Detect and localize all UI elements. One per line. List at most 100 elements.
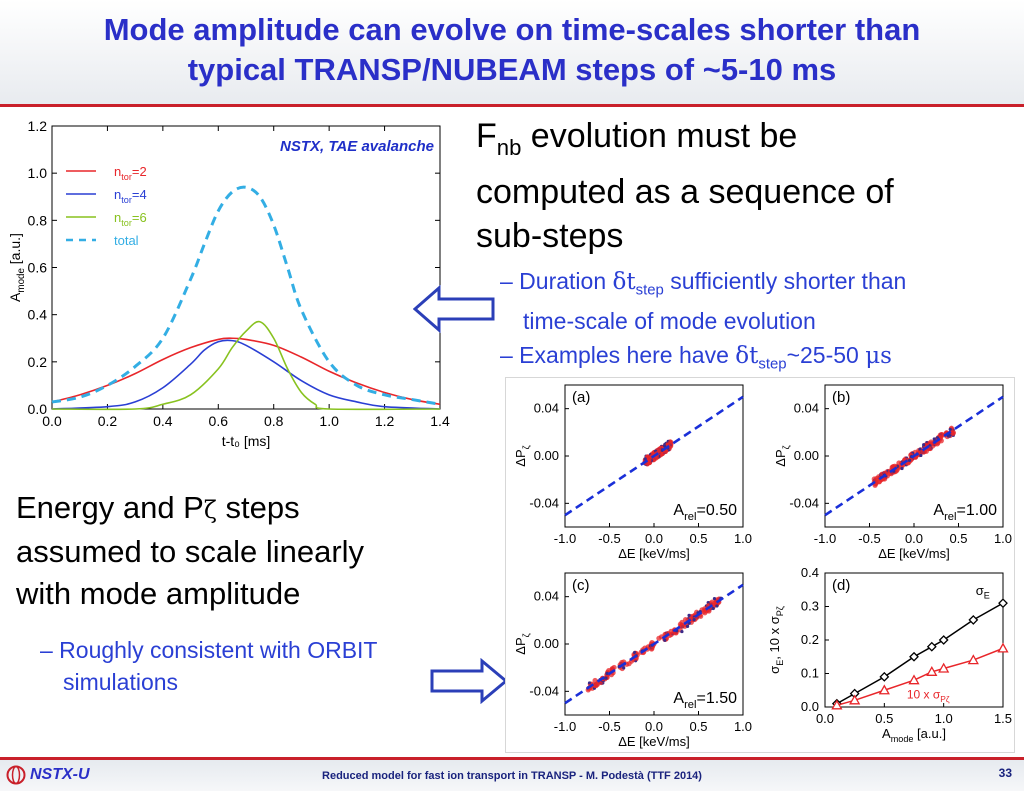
panel-amplitude-label-part: =1.00 [957, 502, 998, 519]
triangle-marker [849, 694, 861, 705]
panel-y-label-part: ΔP [773, 449, 788, 466]
diamond-marker [968, 614, 979, 625]
legend-label-1-sub: tor [121, 172, 132, 182]
bullet2-text-b: ~25-50 [786, 342, 866, 368]
x-tick-label: 0.5 [875, 711, 893, 726]
x-axis-label: t-t₀ [ms] [222, 433, 271, 449]
x-tick-label: 1.4 [430, 413, 450, 429]
panel-x-label-sub: mode [891, 734, 914, 744]
panel-x-label: ΔE [keV/ms] [618, 734, 690, 749]
bullet1-line2: time-scale of mode evolution [523, 307, 816, 334]
y-tick-label: 0.2 [28, 354, 48, 370]
title-line-2: typical TRANSP/NUBEAM steps of ~5-10 ms [187, 52, 837, 87]
fnb-F: F [476, 117, 497, 155]
bullet1-sub: step [635, 281, 664, 299]
x-tick-label: 0.5 [689, 531, 707, 546]
y-tick-label: 0.04 [794, 401, 819, 416]
y-axis-label-sub: mode [16, 268, 27, 293]
x-tick-label: 0.0 [42, 413, 62, 429]
y-tick-label: 0.2 [801, 632, 819, 647]
triangle-marker [938, 662, 950, 673]
y-tick-label: 1.2 [28, 118, 48, 134]
energy-line1-post: steps [216, 490, 300, 525]
panel-amplitude-label-sub: rel [684, 511, 696, 523]
panel-y-label-part: , 10 x σ [767, 616, 782, 659]
y-tick-label: 0.4 [801, 565, 819, 580]
y-tick-label: 0.6 [28, 260, 48, 276]
plot-frame [51, 125, 441, 410]
energy-line1-zeta: ζ [203, 496, 217, 524]
panel-amplitude-label: Arel=1.50 [673, 690, 737, 711]
scatter-point-dark [918, 447, 922, 451]
fnb-line1-rest: evolution must be [521, 117, 798, 155]
orbit-line2: simulations [63, 669, 179, 695]
scatter-point-dark [907, 458, 912, 462]
legend-label-1-part: n [114, 164, 121, 179]
scatter-point-dark [662, 444, 667, 448]
legend-label-2-part: n [114, 187, 121, 202]
nstx-logo-icon [6, 765, 26, 785]
right-arrow-icon [430, 658, 508, 704]
scatter-point-dark [922, 443, 926, 447]
scatter-point-dark [643, 457, 647, 461]
bullet1-delta-t: δt [612, 269, 636, 295]
scatter-point-dark [687, 613, 691, 618]
panel-x-label: ΔE [keV/ms] [618, 546, 690, 561]
panel-amplitude-label-part: A [933, 502, 944, 519]
scatter-point-dark [900, 466, 904, 471]
x-tick-label: -1.0 [814, 531, 836, 546]
sigma-e-label-part: σ [976, 583, 984, 598]
page-number: 33 [998, 766, 1012, 780]
panel-y-label-sub: Pζ [775, 606, 785, 616]
amode-chart: 0.0 0.2 0.4 0.6 0.8 1.0 1.2 1.4 0.0 0.2 0.4 0.6 0.8 1… [7, 118, 450, 449]
panel-y-label-sub: ζ [521, 633, 531, 637]
orbit-panels: -1.0 -0.5 0.0 0.5 1.0 0.04 0.00 -0.04 ΔE [keV/ms… [505, 377, 1015, 753]
panel-y-label: ΔPζ [773, 445, 791, 466]
energy-steps-text: Energy and Pζ steps assumed to scale lin… [16, 487, 496, 615]
panel-amplitude-label: Arel=0.50 [673, 502, 737, 523]
x-tick-label: 0.0 [905, 531, 923, 546]
scatter-point-dark [622, 666, 626, 670]
series-line-4 [51, 185, 441, 406]
x-tick-label: 0.0 [645, 531, 663, 546]
triangle-marker [831, 699, 843, 710]
panel-amplitude-label-part: A [673, 502, 684, 519]
diamond-marker [938, 635, 949, 645]
y-tick-label: 1.0 [28, 165, 48, 181]
y-tick-label: 0.00 [534, 448, 559, 463]
legend-label-1: ntor=2 [114, 164, 147, 182]
x-tick-label: 0.0 [645, 719, 663, 734]
panel-x-label: ΔE [keV/ms] [878, 546, 950, 561]
panel-amplitude-label-sub: rel [684, 699, 696, 711]
sigma-pzeta-label: 10 x σPζ [907, 688, 950, 705]
fnb-line2: computed as a sequence of [476, 172, 894, 211]
energy-line1-pre: Energy and P [16, 490, 204, 525]
energy-line3: with mode amplitude [16, 576, 301, 611]
legend-label-2: ntor=4 [114, 187, 147, 205]
y-tick-label: 0.0 [801, 699, 819, 714]
title-line-1: Mode amplitude can evolve on time-scales… [103, 12, 921, 47]
panel-y-label-sub: E [775, 660, 785, 666]
fnb-line3: sub-steps [476, 216, 624, 255]
scatter-point [950, 430, 956, 437]
fnb-heading: Fnb evolution must be computed as a sequ… [476, 114, 1021, 258]
x-tick-label: 1.0 [994, 531, 1012, 546]
panel-letter: (a) [572, 389, 590, 406]
fnb-sub: nb [496, 134, 522, 160]
x-tick-label: 1.0 [319, 413, 339, 429]
triangle-marker [926, 665, 938, 676]
left-arrow-icon [413, 285, 495, 333]
series-line-2 [51, 339, 441, 410]
y-tick-label: 0.0 [28, 401, 48, 417]
panel-y-label: ΔPζ [513, 445, 531, 466]
x-tick-label: 0.4 [153, 413, 173, 429]
footer-rule [0, 757, 1024, 760]
panel-letter: (d) [832, 577, 850, 594]
panel-amplitude-label-part: =1.50 [697, 690, 738, 707]
panel-y-label-part: σ [767, 666, 782, 674]
triangle-marker [908, 674, 920, 685]
y-axis-label-part: A [7, 292, 23, 302]
series-line-3 [51, 320, 441, 411]
scatter-point-dark [711, 606, 715, 611]
y-tick-label: 0.1 [801, 666, 819, 681]
